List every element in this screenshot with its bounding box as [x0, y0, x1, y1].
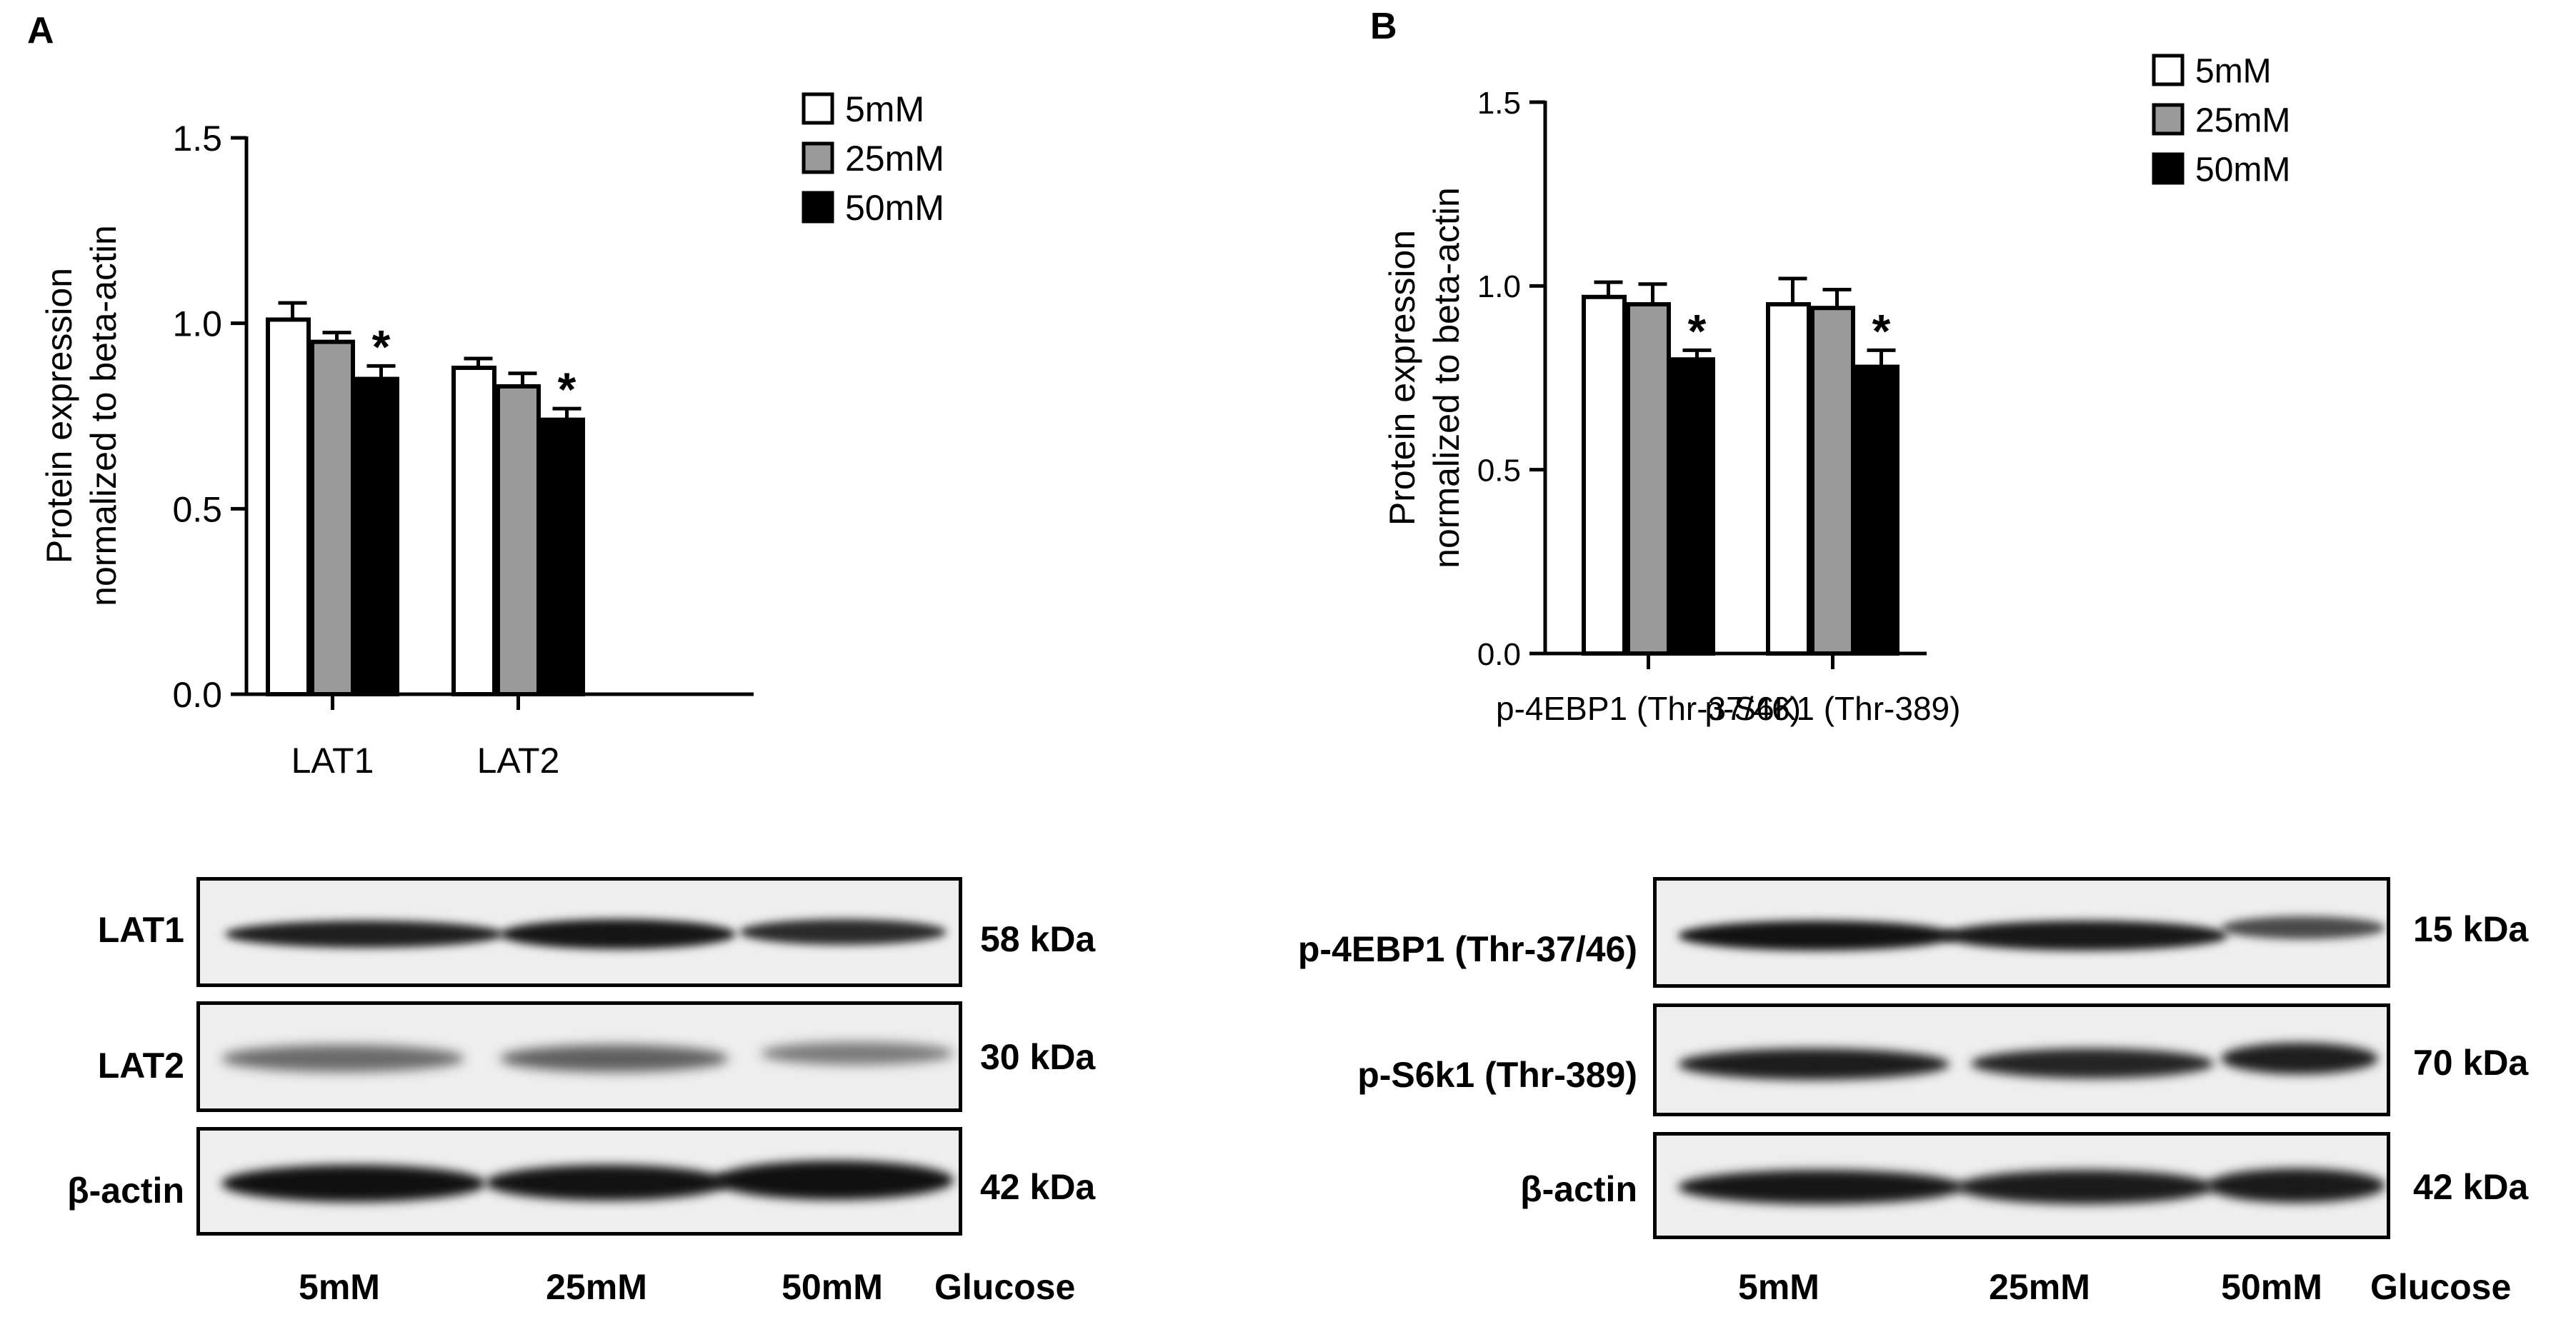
blot-a-actin-band-50mm [714, 1161, 954, 1200]
chart-b-category-label-1: p-S6K1 (Thr-389) [1705, 690, 1961, 727]
chart-b-ytick-label-2: 1.0 [1477, 269, 1521, 304]
chart-a-legend-label-0: 5mM [845, 89, 924, 129]
chart-b-bar-1-2 [1854, 364, 1899, 656]
chart-b-ytick-label-0: 0.0 [1477, 637, 1521, 672]
chart-b-ylabel-line1: Protein expression [1382, 230, 1422, 526]
blot-a-actin-band-5mm [221, 1165, 486, 1202]
blot-a-lane-25mm: 25mM [546, 1267, 647, 1307]
blot-b-ps6k1-band-25mm [1971, 1048, 2214, 1078]
chart-a-bar-0-2 [354, 376, 399, 696]
blot-a-lat2-membrane [196, 1001, 962, 1112]
blot-b-beta-actin-membrane [1653, 1132, 2390, 1239]
chart-b-bar-0-2 [1670, 357, 1715, 656]
chart-b-legend-swatch-1 [2152, 103, 2185, 136]
chart-b-ytick-label-3: 1.5 [1477, 86, 1521, 121]
chart-b: Protein expression normalized to beta-act… [1382, 52, 2290, 727]
chart-a-ytick-label-3: 1.5 [172, 119, 222, 159]
blot-a-lat1-band-50mm [739, 919, 947, 945]
chart-a-legend-label-2: 50mM [845, 188, 944, 228]
panel-b-letter: B [1370, 6, 1397, 47]
blot-a-lane-5mm: 5mM [299, 1267, 380, 1307]
chart-a-bar-1-0 [451, 365, 496, 697]
blot-a-actin-band-25mm [486, 1165, 729, 1201]
chart-a-ytick-label-2: 1.0 [172, 304, 222, 344]
blot-b-ps6k1-band-50mm [2221, 1043, 2378, 1074]
blot-b-ps6k1-membrane [1653, 1003, 2390, 1116]
blot-a-lat1-band-5mm [225, 921, 504, 948]
chart-b-bar-0-1 [1626, 302, 1671, 656]
blot-a-row-label-lat2: LAT2 [97, 1046, 184, 1086]
blot-b-condition: Glucose [2370, 1267, 2512, 1307]
blot-b-kda-beta-actin: 42 kDa [2413, 1167, 2529, 1207]
chart-b-bar-1-1 [1810, 306, 1855, 656]
chart-a-significance-0-2: * [372, 320, 391, 373]
blot-b-p4ebp1-band-5mm [1678, 921, 1957, 951]
blot-b-actin-band-50mm [2207, 1168, 2385, 1203]
chart-a-legend-label-1: 25mM [845, 139, 944, 179]
blot-a-lat2-band-50mm [761, 1042, 954, 1065]
blot-b-ps6k1-band-5mm [1678, 1048, 1950, 1080]
chart-a: Protein expression normalized to beta-act… [39, 89, 944, 781]
chart-b-ytick-label-1: 0.5 [1477, 454, 1521, 489]
chart-b-legend-swatch-0 [2152, 54, 2185, 86]
blot-b-p4ebp1-membrane [1653, 877, 2390, 988]
chart-a-legend-swatch-1 [802, 141, 834, 174]
blot-a-lat2-band-5mm [221, 1045, 464, 1072]
blot-b-kda-p4ebp1: 15 kDa [2413, 909, 2529, 949]
blot-a-kda-lat2: 30 kDa [980, 1037, 1096, 1077]
chart-b-significance-1-2: * [1872, 304, 1891, 357]
blot-b-lane-50mm: 50mM [2221, 1267, 2322, 1307]
chart-a-bar-0-0 [266, 317, 311, 696]
blot-a-beta-actin-membrane [196, 1127, 962, 1236]
chart-b-legend-label-1: 25mM [2195, 101, 2290, 139]
blot-a-lat1-membrane [196, 877, 962, 987]
chart-a-significance-1-2: * [558, 363, 576, 416]
chart-a-bar-1-1 [496, 384, 541, 696]
blot-b-lane-25mm: 25mM [1989, 1267, 2090, 1307]
chart-a-bar-0-1 [310, 339, 355, 696]
blot-b-lane-5mm: 5mM [1738, 1267, 1819, 1307]
chart-b-ylabel-line2: normalized to beta-actin [1427, 187, 1467, 569]
blot-a-row-label-beta-actin: β-actin [67, 1171, 184, 1211]
blot-a-row-label-lat1: LAT1 [97, 910, 184, 950]
chart-a-category-label-1: LAT2 [477, 741, 560, 781]
blot-b-row-label-p4ebp1: p-4EBP1 (Thr-37/46) [1297, 929, 1637, 969]
blot-a-lat1-band-25mm [500, 919, 736, 949]
blot-a-lat2-band-25mm [500, 1045, 729, 1072]
chart-a-legend-swatch-2 [802, 191, 834, 224]
chart-a-legend-swatch-0 [802, 92, 834, 125]
chart-a-ytick-label-1: 0.5 [172, 489, 222, 529]
chart-b-significance-0-2: * [1688, 304, 1707, 357]
chart-a-ylabel-line1: Protein expression [39, 268, 79, 564]
blot-b-row-label-beta-actin: β-actin [1520, 1169, 1637, 1209]
blot-a-kda-lat1: 58 kDa [980, 919, 1096, 959]
blot-a-condition: Glucose [934, 1267, 1076, 1307]
blot-a-kda-beta-actin: 42 kDa [980, 1167, 1096, 1207]
chart-a-category-label-0: LAT1 [291, 741, 374, 781]
blot-b-actin-band-5mm [1678, 1170, 1964, 1204]
blot-b-kda-ps6k1: 70 kDa [2413, 1043, 2529, 1083]
chart-b-bar-0-0 [1582, 294, 1627, 656]
chart-b-legend-label-0: 5mM [2195, 52, 2272, 90]
chart-a-bar-1-2 [540, 417, 585, 697]
blot-b-row-label-ps6k1: p-S6k1 (Thr-389) [1357, 1055, 1637, 1095]
chart-b-bar-1-0 [1766, 302, 1811, 656]
blot-b-actin-band-25mm [1957, 1170, 2214, 1204]
chart-a-ytick-label-0: 0.0 [172, 675, 222, 715]
chart-b-category-label-0: p-4EBP1 (Thr-37/46) [1496, 690, 1801, 727]
blot-b-p4ebp1-band-50mm [2221, 916, 2385, 939]
chart-b-legend-swatch-2 [2152, 152, 2185, 185]
panel-a-letter: A [27, 10, 54, 51]
blot-a-lane-50mm: 50mM [782, 1267, 883, 1307]
chart-a-ylabel-line2: normalized to beta-actin [84, 225, 124, 606]
blot-b-p4ebp1-band-25mm [1942, 921, 2228, 951]
chart-b-legend-label-2: 50mM [2195, 151, 2290, 189]
